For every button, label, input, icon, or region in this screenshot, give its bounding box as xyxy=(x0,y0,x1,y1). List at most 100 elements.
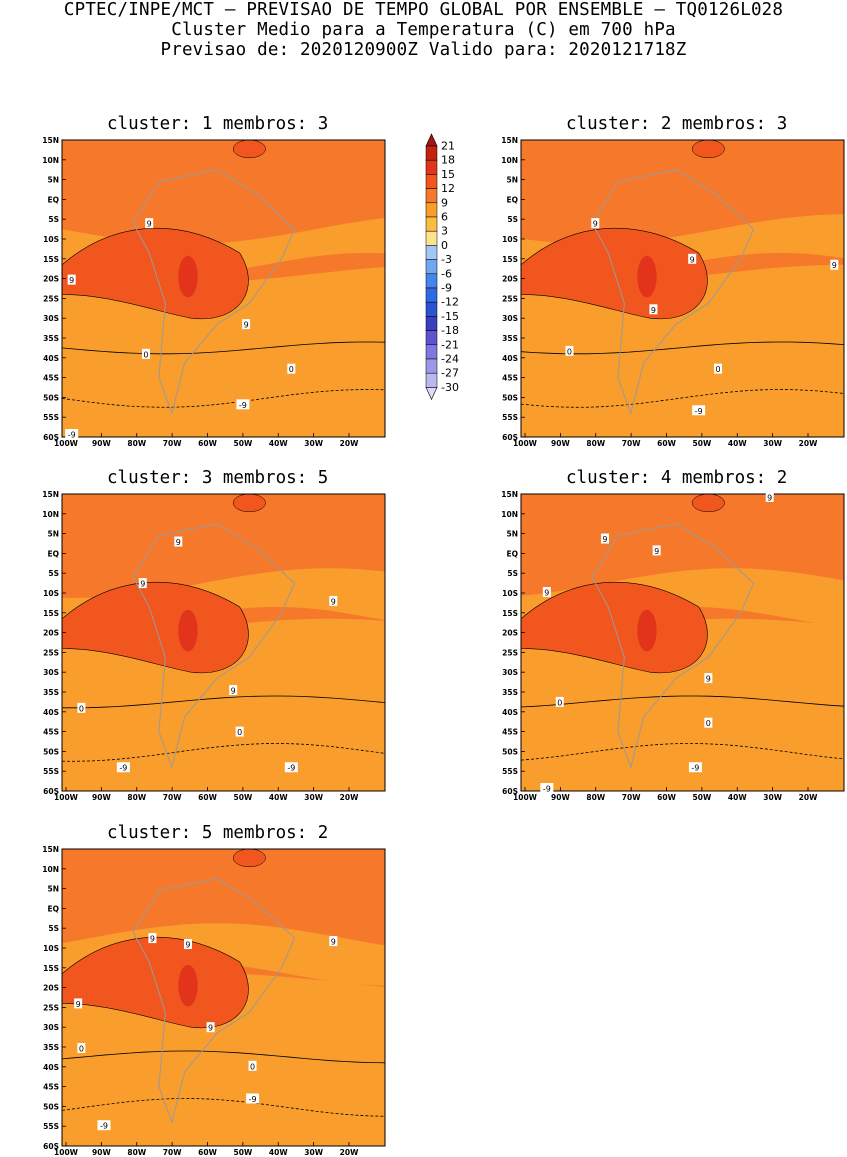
lat-label: 5S xyxy=(507,569,518,578)
contour-label: 9 xyxy=(654,547,659,556)
lat-label: 20S xyxy=(502,275,518,284)
map-panel-5: 15N 10N 5N EQ 5S 10S 15S 20S 25S 30S 35S 40S 45S 50S 5… xyxy=(42,845,386,1157)
contour-label-box xyxy=(236,399,250,410)
lat-label: 20S xyxy=(43,629,59,638)
temperature-field xyxy=(62,849,385,1146)
lat-label: 35S xyxy=(43,688,59,697)
panel-title-4: cluster: 4 membros: 2 xyxy=(566,468,788,488)
lon-label: 80W xyxy=(127,1148,146,1157)
contour-label-box xyxy=(67,274,76,285)
zero-contour xyxy=(521,695,844,708)
colorbar-label: 12 xyxy=(441,182,455,195)
continent-outline xyxy=(132,169,296,415)
lon-label: 60W xyxy=(657,439,676,448)
colorbar-swatch xyxy=(425,174,438,189)
lon-label: 70W xyxy=(163,1148,182,1157)
header-line-1: CPTEC/INPE/MCT — PREVISAO DE TEMPO GLOBA… xyxy=(63,0,784,20)
map-panel-1: 15N 10N 5N EQ 5S 10S 15S 20S 25S 30S 35S 40S 45S 50S 5… xyxy=(42,136,386,448)
colorbar-label: -24 xyxy=(441,353,459,366)
lon-label: 70W xyxy=(622,793,641,802)
lat-label: 25S xyxy=(502,294,518,303)
lat-label: 10N xyxy=(42,510,59,519)
colorbar-swatch xyxy=(425,216,438,232)
contour-label-box xyxy=(284,762,298,773)
contour-label: -9 xyxy=(119,764,127,773)
contour-label: 0 xyxy=(79,1044,84,1053)
lon-label: 60W xyxy=(198,439,217,448)
lon-label: 70W xyxy=(163,793,182,802)
panel-title-3: cluster: 3 membros: 5 xyxy=(107,468,329,488)
contour-label-box xyxy=(652,545,661,556)
colorbar-swatch xyxy=(425,358,438,374)
lat-label: 15N xyxy=(42,490,59,499)
lon-label: 50W xyxy=(693,439,712,448)
contour-label: 9 xyxy=(147,220,152,229)
minus-nine-contour xyxy=(62,389,385,408)
lon-label: 30W xyxy=(763,793,782,802)
lon-label: 70W xyxy=(622,439,641,448)
contour-label-box xyxy=(692,405,706,416)
lat-label: 30S xyxy=(43,668,59,677)
contour-label-box xyxy=(242,319,251,330)
lat-label: 55S xyxy=(43,767,59,776)
panel-frame xyxy=(520,139,845,438)
lat-label: 30S xyxy=(502,314,518,323)
lat-label: 15N xyxy=(42,845,59,854)
contour-label: 9 xyxy=(76,1000,81,1009)
contour-label: -9 xyxy=(249,1095,257,1104)
lat-label: 50S xyxy=(43,1102,59,1111)
lat-label: 45S xyxy=(43,374,59,383)
lat-label: EQ xyxy=(507,549,519,558)
lat-label: 15S xyxy=(502,255,518,264)
contour-label: 9 xyxy=(331,938,336,947)
temperature-field xyxy=(62,494,385,791)
colorbar-swatch xyxy=(425,245,438,260)
lon-label: 100W xyxy=(54,1148,79,1157)
zero-contour xyxy=(62,695,385,709)
contour-label: -9 xyxy=(287,764,295,773)
lon-label: 80W xyxy=(127,793,146,802)
lon-label: 40W xyxy=(728,793,747,802)
contour-label: 9 xyxy=(176,538,181,547)
lat-label: 40S xyxy=(43,354,59,363)
contour-label: 9 xyxy=(690,255,695,264)
contour-label: 0 xyxy=(237,728,242,737)
lat-label: 25S xyxy=(502,648,518,657)
panel-frame xyxy=(61,848,386,1147)
lat-label: 50S xyxy=(502,393,518,402)
lon-label: 100W xyxy=(54,793,79,802)
lat-label: 60S xyxy=(502,433,518,442)
temperature-field xyxy=(521,494,844,791)
lat-label: 55S xyxy=(502,413,518,422)
lat-label: 5N xyxy=(507,176,519,185)
lat-label: 50S xyxy=(502,747,518,756)
lat-label: 15S xyxy=(43,609,59,618)
contour-label-box xyxy=(830,259,839,270)
panel-frame xyxy=(61,493,386,792)
lat-label: 5S xyxy=(48,924,59,933)
colorbar-swatch xyxy=(425,316,438,331)
contour-label: 9 xyxy=(544,589,549,598)
lon-label: 90W xyxy=(92,439,111,448)
lon-label: 20W xyxy=(799,439,818,448)
contour-label: 0 xyxy=(143,350,148,359)
lat-label: 30S xyxy=(43,314,59,323)
colorbar-label: -9 xyxy=(441,282,452,295)
lon-label: 50W xyxy=(234,1148,253,1157)
contour-label-box xyxy=(329,936,338,947)
lat-label: 45S xyxy=(43,728,59,737)
lat-label: 5S xyxy=(48,215,59,224)
lat-label: 15S xyxy=(502,609,518,618)
lat-label: 5S xyxy=(48,569,59,578)
contour-label: -9 xyxy=(691,764,699,773)
contour-label-box xyxy=(235,726,244,737)
contour-label-box xyxy=(765,491,774,502)
lon-label: 90W xyxy=(92,1148,111,1157)
colorbar-swatch xyxy=(425,188,438,204)
contour-label: -9 xyxy=(100,1122,108,1131)
header-line-2: Cluster Medio para a Temperatura (C) em … xyxy=(171,20,676,40)
lat-label: 60S xyxy=(43,787,59,796)
lat-label: 40S xyxy=(43,708,59,717)
lat-label: EQ xyxy=(48,549,60,558)
lat-label: 10S xyxy=(43,589,59,598)
